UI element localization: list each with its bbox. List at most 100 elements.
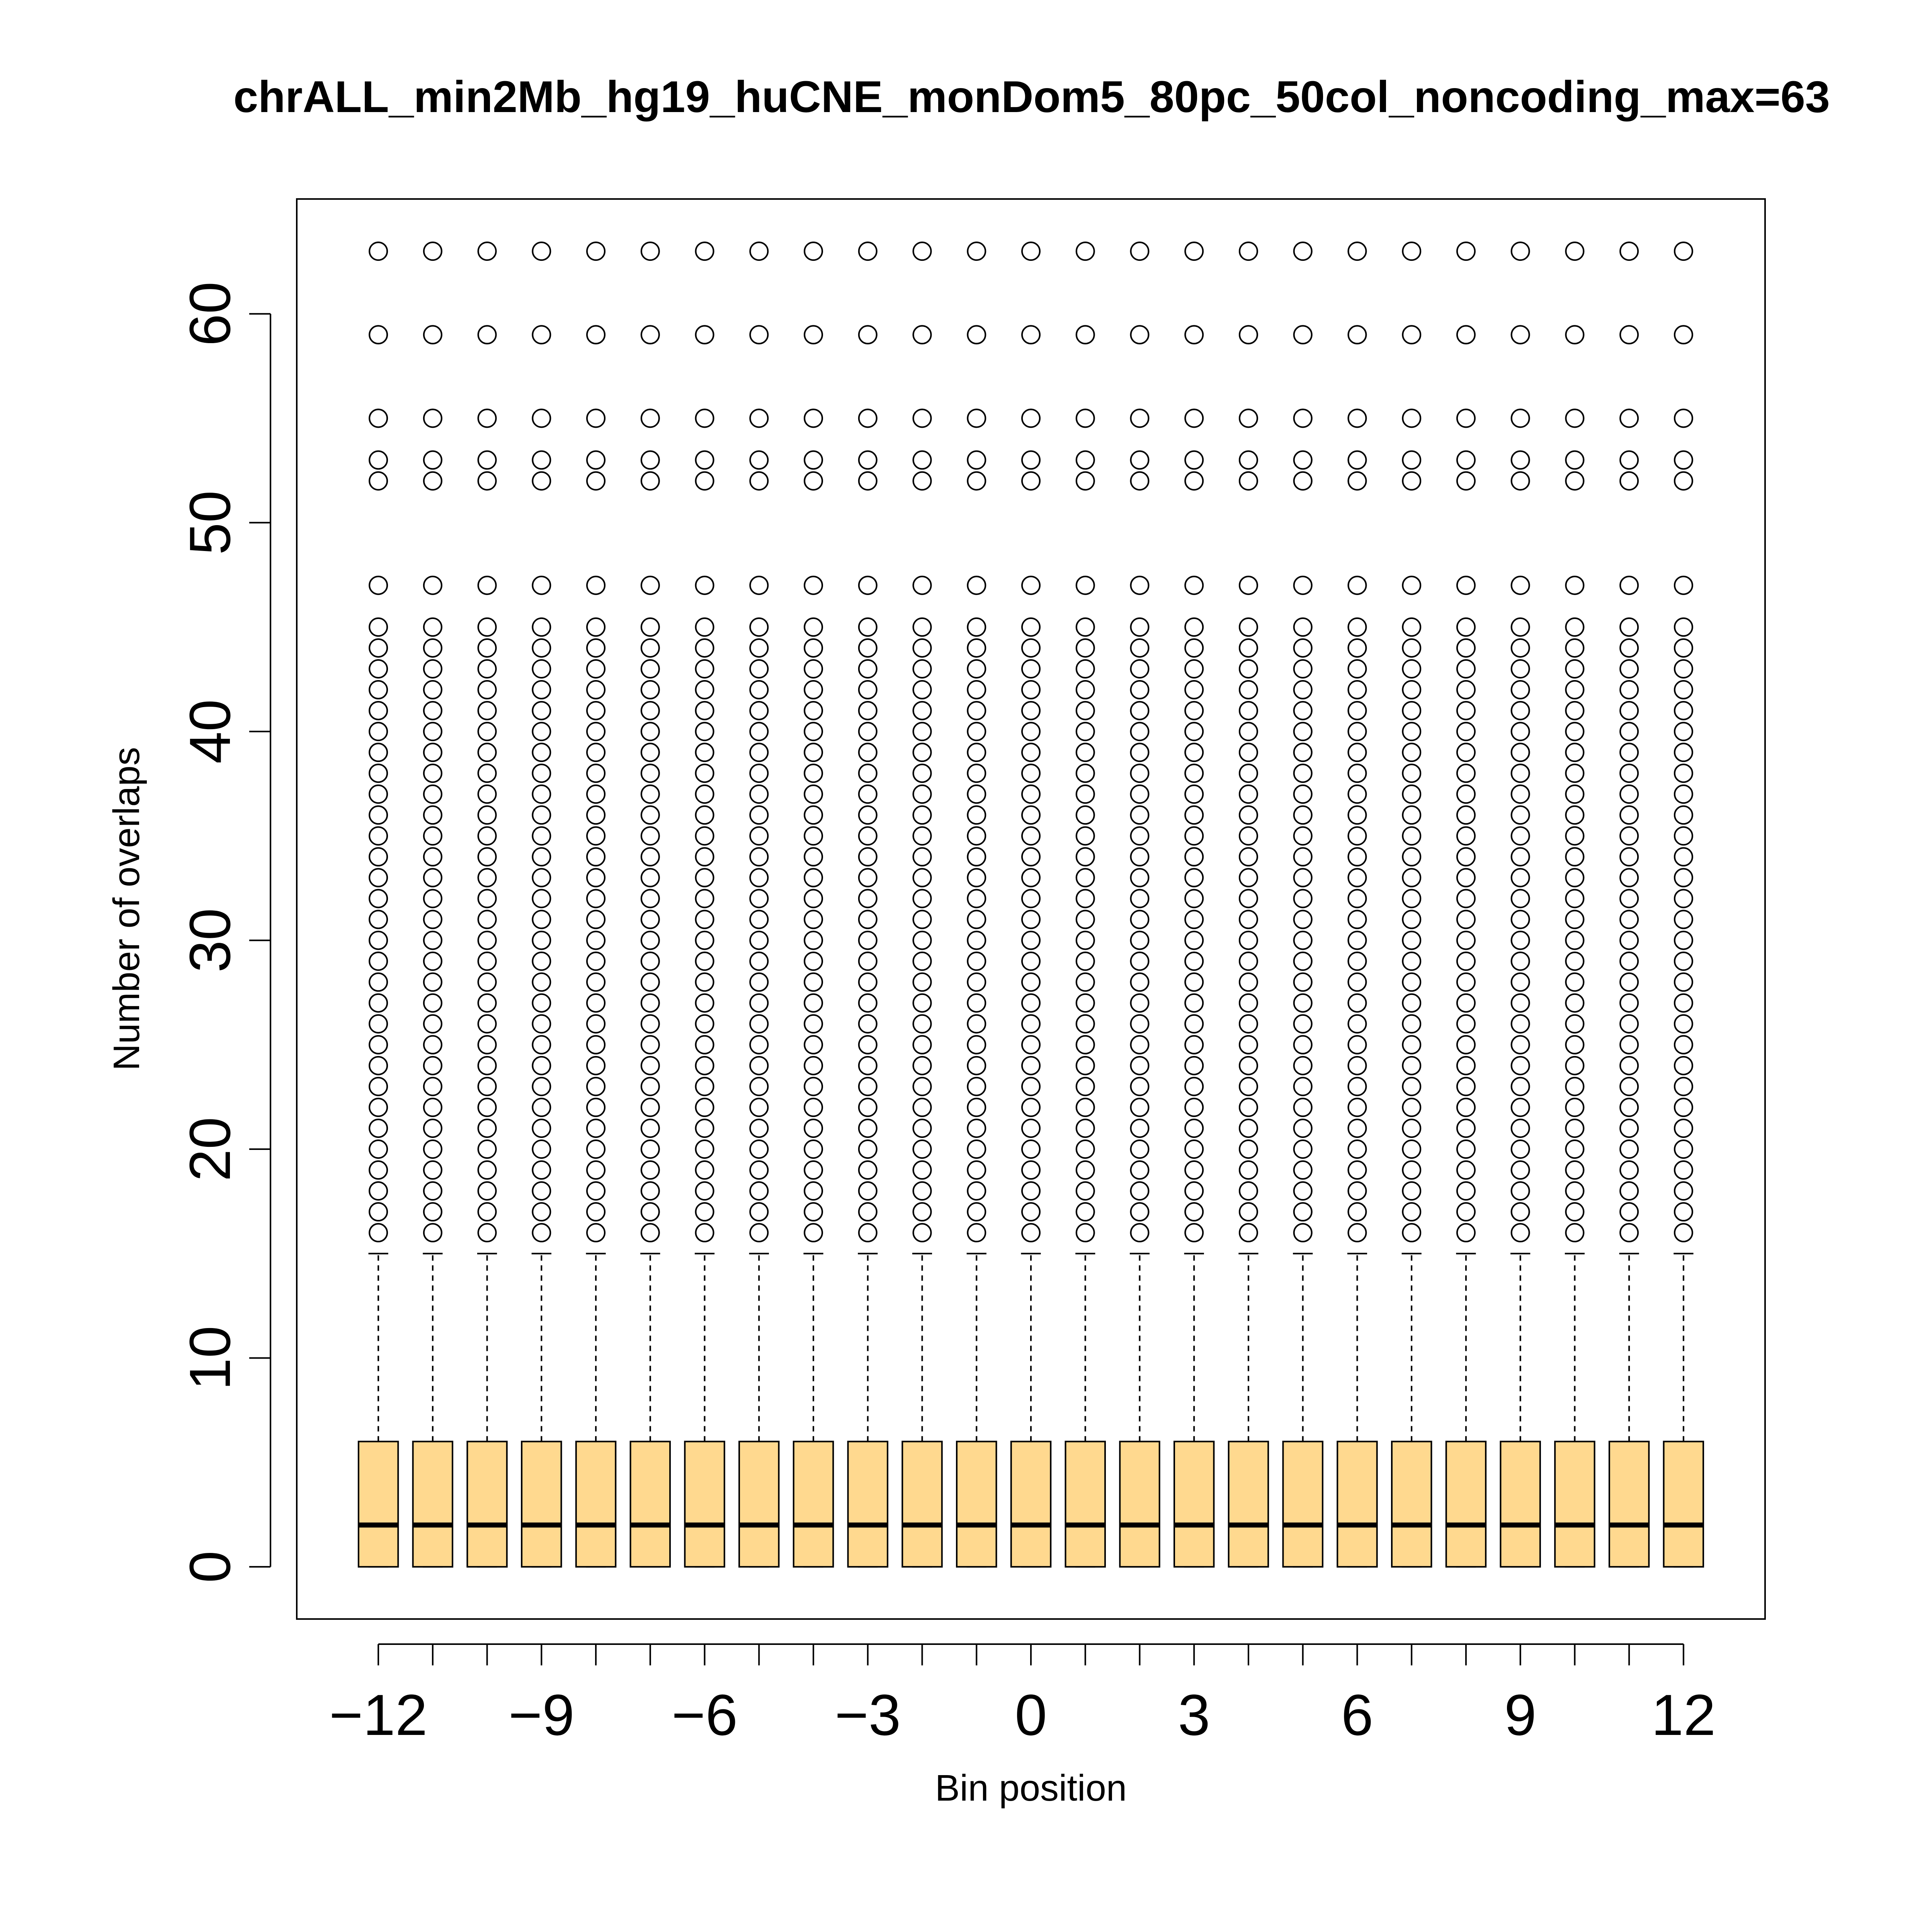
outlier-point (1402, 325, 1422, 345)
outlier-point (1293, 1181, 1313, 1201)
outlier-point (586, 617, 606, 637)
outlier-point (1347, 930, 1367, 950)
outlier-point (1456, 1223, 1476, 1243)
outlier-point (1456, 408, 1476, 428)
outlier-point (586, 680, 606, 700)
outlier-point (640, 930, 660, 950)
outlier-point (1021, 1014, 1041, 1034)
outlier-point (1238, 617, 1258, 637)
outlier-point (586, 701, 606, 721)
outlier-point (912, 1202, 932, 1222)
outlier-point (1184, 617, 1204, 637)
outlier-point (423, 1118, 442, 1138)
outlier-point (804, 1181, 823, 1201)
outlier-point (1565, 972, 1585, 992)
outlier-point (369, 471, 388, 491)
outlier-point (695, 868, 714, 888)
outlier-point (477, 951, 497, 971)
outlier-point (1619, 701, 1639, 721)
outlier-point (1565, 847, 1585, 867)
outlier-point (1293, 847, 1313, 867)
outlier-point (1673, 1160, 1693, 1180)
outlier-point (477, 930, 497, 950)
outlier-point (858, 951, 878, 971)
outlier-point (1347, 1035, 1367, 1054)
outlier-point (1021, 471, 1041, 491)
outlier-point (1184, 1077, 1204, 1096)
outlier-point (586, 847, 606, 867)
outlier-point (1673, 930, 1693, 950)
outlier-point (1402, 930, 1422, 950)
outlier-point (912, 993, 932, 1013)
outlier-point (1238, 1035, 1258, 1054)
outlier-point (858, 617, 878, 637)
outlier-point (1130, 1139, 1150, 1159)
outlier-point (369, 930, 388, 950)
outlier-point (912, 408, 932, 428)
outlier-point (1238, 680, 1258, 700)
outlier-point (1402, 1118, 1422, 1138)
outlier-point (640, 1014, 660, 1034)
outlier-point (1456, 680, 1476, 700)
outlier-point (1673, 680, 1693, 700)
outlier-point (1075, 471, 1095, 491)
outlier-point (640, 701, 660, 721)
box-iqr (575, 1440, 617, 1568)
outlier-point (804, 1118, 823, 1138)
outlier-point (912, 972, 932, 992)
outlier-point (1021, 680, 1041, 700)
box-iqr (521, 1440, 562, 1568)
outlier-point (532, 993, 551, 1013)
box-group (1337, 242, 1378, 1568)
outlier-point (532, 1118, 551, 1138)
outlier-point (912, 1097, 932, 1117)
outlier-point (532, 575, 551, 595)
outlier-point (1238, 784, 1258, 804)
outlier-point (967, 1035, 986, 1054)
outlier-point (1130, 847, 1150, 867)
outlier-point (804, 722, 823, 742)
outlier-point (749, 450, 769, 470)
outlier-point (1184, 701, 1204, 721)
outlier-point (912, 889, 932, 908)
outlier-point (1238, 242, 1258, 261)
outlier-point (967, 680, 986, 700)
outlier-point (1619, 1118, 1639, 1138)
outlier-point (1565, 910, 1585, 929)
outlier-point (1075, 722, 1095, 742)
outlier-point (1456, 930, 1476, 950)
outlier-point (1184, 743, 1204, 762)
outlier-point (1347, 764, 1367, 783)
outlier-point (532, 242, 551, 261)
box-iqr (1500, 1440, 1541, 1568)
outlier-point (1075, 617, 1095, 637)
outlier-point (1619, 743, 1639, 762)
box-iqr (1119, 1440, 1160, 1568)
outlier-point (1510, 325, 1530, 345)
outlier-point (1021, 951, 1041, 971)
outlier-point (1130, 1097, 1150, 1117)
outlier-point (1347, 408, 1367, 428)
outlier-point (858, 1160, 878, 1180)
outlier-point (1021, 1181, 1041, 1201)
outlier-point (1293, 1202, 1313, 1222)
x-tick-label: 9 (1504, 1682, 1536, 1747)
outlier-point (532, 471, 551, 491)
outlier-point (695, 826, 714, 846)
outlier-point (804, 847, 823, 867)
outlier-point (1565, 826, 1585, 846)
outlier-point (1130, 743, 1150, 762)
outlier-point (1293, 826, 1313, 846)
outlier-point (1184, 325, 1204, 345)
y-tick-label: 30 (177, 908, 242, 973)
outlier-point (967, 701, 986, 721)
outlier-point (749, 701, 769, 721)
outlier-point (423, 659, 442, 679)
outlier-point (858, 408, 878, 428)
outlier-point (640, 325, 660, 345)
outlier-point (1673, 972, 1693, 992)
outlier-point (1075, 847, 1095, 867)
outlier-point (749, 889, 769, 908)
box-iqr (738, 1440, 780, 1568)
outlier-point (1619, 1035, 1639, 1054)
